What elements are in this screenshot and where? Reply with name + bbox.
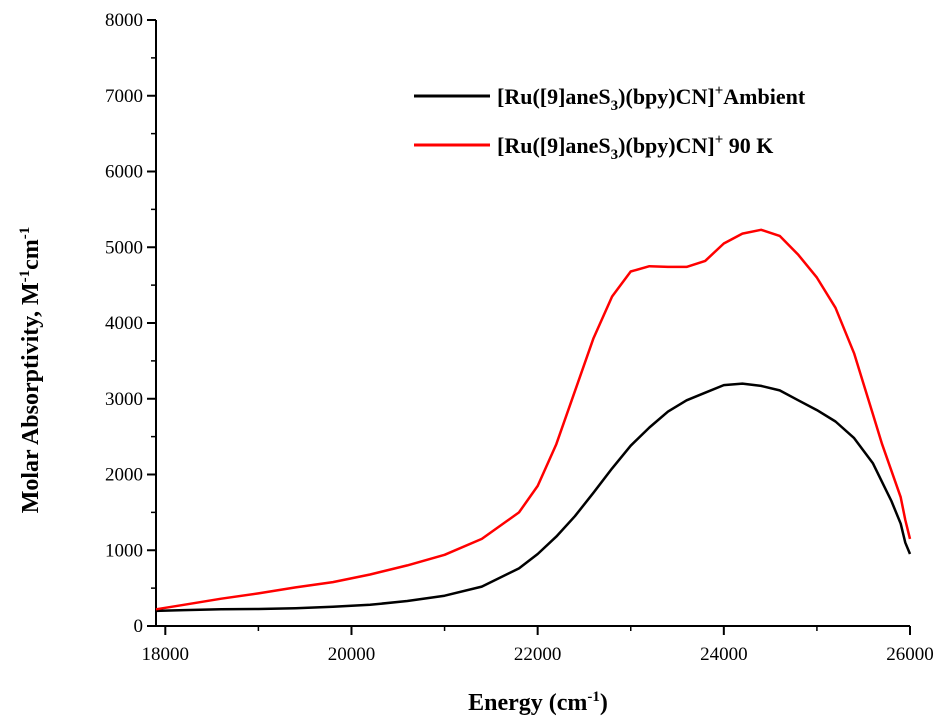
legend-item-ambient: [Ru([9]aneS3)(bpy)CN]+Ambient [414,83,806,114]
x-axis-title: Energy (cm-1) [468,689,608,716]
y-tick-label: 7000 [105,86,143,107]
y-tick-label: 0 [134,616,144,637]
y-tick-label: 1000 [105,540,143,561]
x-tick-label: 24000 [700,644,748,665]
x-tick-label: 20000 [328,644,376,665]
y-tick-label: 3000 [105,389,143,410]
series-line-ambient [155,382,912,613]
y-tick-label: 4000 [105,313,143,334]
series-line-90k [155,228,912,611]
y-tick-label: 6000 [105,162,143,183]
y-tick-label: 2000 [105,465,143,486]
legend: [Ru([9]aneS3)(bpy)CN]+Ambient [Ru([9]ane… [414,83,806,163]
axes: 0 1000 2000 3000 4000 5000 6000 7000 8000 18000 20… [105,10,934,665]
x-tick-label: 22000 [514,644,562,665]
y-tick-label: 5000 [105,237,143,258]
y-tick-label: 8000 [105,10,143,31]
series-layer [155,228,912,613]
legend-label-ambient: [Ru([9]aneS3)(bpy)CN]+Ambient [497,83,806,114]
x-tick-label: 26000 [886,644,934,665]
legend-item-90k: [Ru([9]aneS3)(bpy)CN]+ 90 K [414,132,773,163]
legend-label-90k: [Ru([9]aneS3)(bpy)CN]+ 90 K [497,132,773,163]
x-tick-label: 18000 [142,644,190,665]
y-axis-title: Molar Absorptivity, M-1cm-1 [17,227,44,514]
